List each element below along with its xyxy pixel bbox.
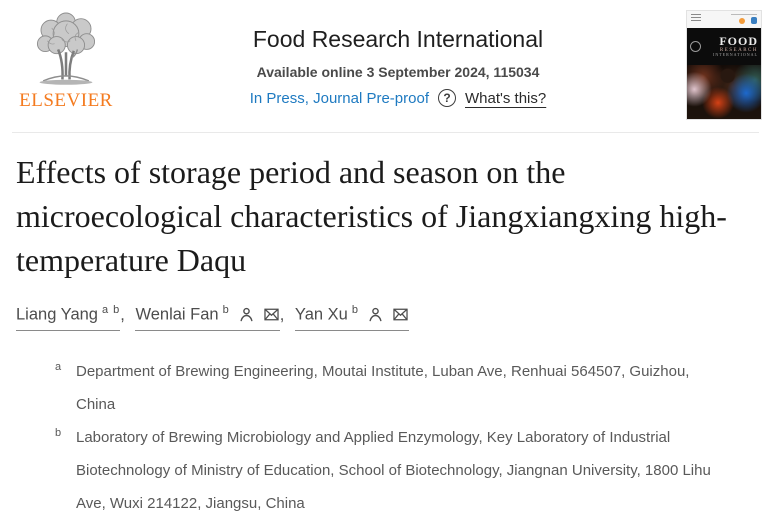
- affiliation-list: a Department of Brewing Engineering, Mou…: [55, 355, 717, 520]
- author-list: Liang Yang a b, Wenlai Fan b, Yan Xu b: [16, 304, 760, 332]
- cover-title-line2: RESEARCH: [719, 48, 758, 54]
- elsevier-tree-icon: [18, 8, 114, 88]
- cover-anniversary-emblem-icon: [690, 41, 701, 52]
- journal-title[interactable]: Food Research International: [252, 26, 544, 52]
- journal-info: Food Research International Available on…: [120, 26, 676, 107]
- cover-publisher-logo-icon: [739, 18, 745, 24]
- author-name: Liang Yang: [16, 305, 98, 324]
- whats-this-link[interactable]: What's this?: [465, 89, 547, 107]
- elsevier-wordmark: ELSEVIER: [19, 90, 113, 111]
- author-affiliation-sup: b: [222, 304, 230, 316]
- cover-titles: FOOD RESEARCH INTERNATIONAL: [704, 35, 758, 57]
- availability-text: Available online 3 September 2024, 11503…: [256, 64, 540, 80]
- elsevier-logo[interactable]: ELSEVIER: [18, 8, 114, 112]
- author-link-liang-yang[interactable]: Liang Yang a b: [16, 304, 121, 332]
- header-divider: [12, 132, 759, 133]
- cover-society-logo-icon: [751, 17, 757, 24]
- author-separator: ,: [279, 305, 285, 324]
- person-icon[interactable]: [238, 306, 255, 323]
- cover-title-line3: INTERNATIONAL: [713, 52, 758, 58]
- cover-title-band: FOOD RESEARCH INTERNATIONAL: [687, 28, 761, 65]
- affiliation-text: Department of Brewing Engineering, Mouta…: [76, 363, 690, 414]
- author-affiliation-sup: b: [351, 304, 359, 316]
- journal-cover-thumbnail[interactable]: FOOD RESEARCH INTERNATIONAL: [686, 10, 762, 120]
- email-icon[interactable]: [392, 306, 409, 323]
- author-name: Yan Xu: [294, 305, 348, 324]
- cover-title-line1: FOOD: [719, 34, 758, 49]
- author-name: Wenlai Fan: [135, 305, 219, 324]
- question-circle-icon[interactable]: ?: [438, 89, 456, 107]
- affiliation-b: b Laboratory of Brewing Microbiology and…: [55, 421, 717, 520]
- cover-photo: [687, 65, 761, 119]
- author-affiliation-sup: a b: [101, 304, 121, 316]
- person-icon[interactable]: [367, 306, 384, 323]
- author-link-yan-xu[interactable]: Yan Xu b: [294, 304, 409, 332]
- cover-divider-line: [731, 14, 757, 15]
- cover-barcode: [691, 14, 701, 23]
- cover-top-band: [687, 11, 761, 28]
- affiliation-a: a Department of Brewing Engineering, Mou…: [55, 355, 717, 421]
- email-icon[interactable]: [263, 306, 280, 323]
- affiliation-label: a: [55, 361, 62, 374]
- status-row: In Press, Journal Pre-proof ? What's thi…: [120, 89, 676, 107]
- journal-header: ELSEVIER Food Research International Ava…: [0, 0, 771, 132]
- in-press-link[interactable]: In Press, Journal Pre-proof: [249, 89, 429, 107]
- author-separator: ,: [120, 305, 125, 324]
- affiliation-text: Laboratory of Brewing Microbiology and A…: [76, 429, 711, 513]
- article-title: Effects of storage period and season on …: [16, 154, 727, 278]
- article-head: Effects of storage period and season on …: [16, 150, 760, 520]
- affiliation-label: b: [55, 427, 62, 440]
- author-link-wenlai-fan[interactable]: Wenlai Fan b: [135, 304, 280, 332]
